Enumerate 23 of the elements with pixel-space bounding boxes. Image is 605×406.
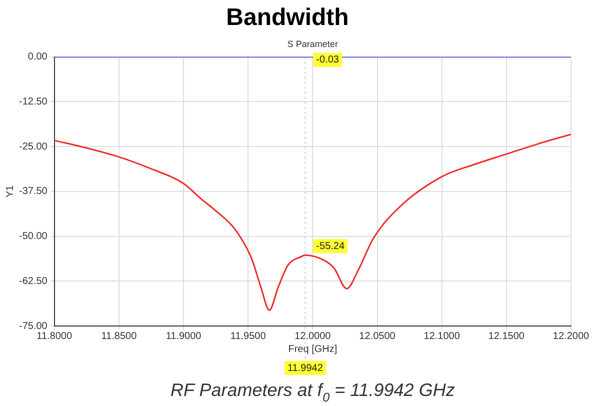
x-tick-label: 12.0500 [359,330,396,342]
y-tick-label: 0.00 [28,52,48,63]
y-tick-label: -12.50 [18,96,48,108]
y-tick-label: -75.00 [18,320,48,332]
y-tick-label: -50.00 [18,231,48,242]
x-tick-label: 12.0000 [294,330,332,342]
x-tick-label: 11.9000 [166,330,202,342]
x-axis-title: Freq [GHz] [288,344,338,355]
x-tick-label: 11.9500 [230,330,266,342]
y-axis-title: Y1 [4,184,16,198]
ref-line-label: 11.9942 [287,362,324,374]
y-tick-label: -62.50 [18,276,48,287]
annotation: -55.24 [316,240,345,252]
annotation: -0.03 [316,54,340,66]
x-tick-label: 11.8500 [101,330,138,342]
x-tick-label: 12.1500 [488,330,525,342]
chart-title: Bandwidth [226,4,349,32]
text: S Parameter [287,38,338,49]
x-tick-label: 11.8000 [36,330,72,342]
y-tick-label: -25.00 [18,141,48,152]
y-tick-label: -37.50 [18,186,48,198]
x-tick-label: 12.2000 [552,330,590,342]
x-tick-label: 12.1000 [424,330,460,342]
